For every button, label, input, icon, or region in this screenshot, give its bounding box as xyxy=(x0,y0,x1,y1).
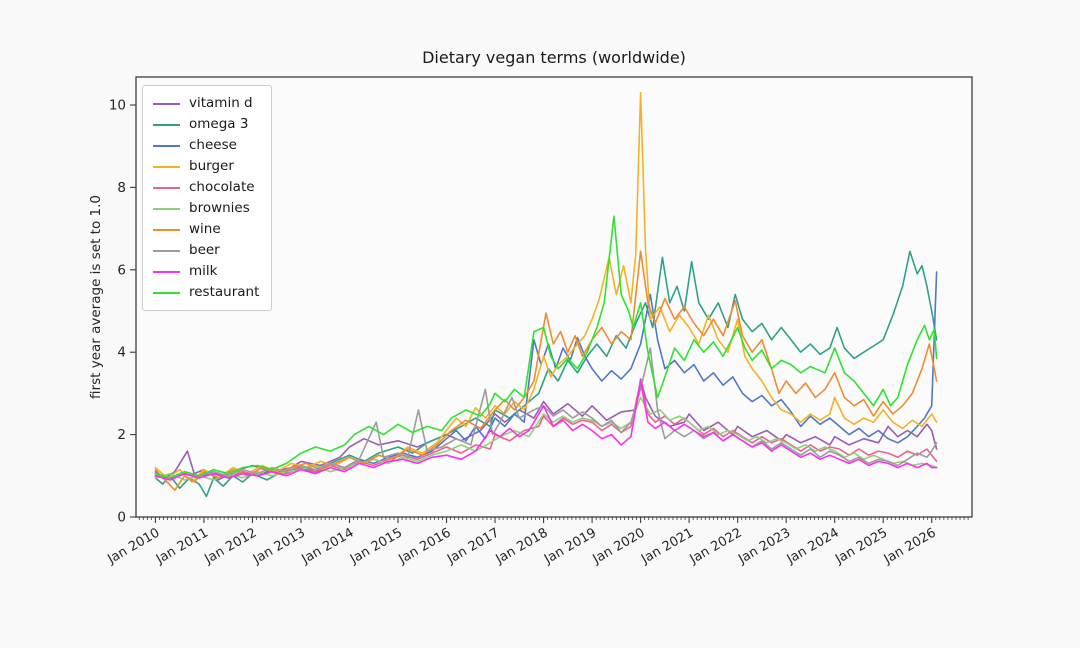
legend-line-swatch xyxy=(153,186,180,189)
line-beer xyxy=(154,347,938,479)
x-tick-label: Jan 2020 xyxy=(590,525,648,567)
x-tick-label: Jan 2022 xyxy=(687,525,745,567)
legend-label: vitamin d xyxy=(189,95,253,111)
legend-line-swatch xyxy=(153,249,180,252)
legend-item-burger: burger xyxy=(153,156,259,177)
x-tick-label: Jan 2011 xyxy=(153,525,211,567)
x-tick-label: Jan 2016 xyxy=(396,525,454,567)
legend-item-milk: milk xyxy=(153,261,259,282)
x-tick-label: Jan 2026 xyxy=(881,525,939,567)
y-axis: 0 2 4 6 8 10 xyxy=(109,98,136,526)
legend-label: cheese xyxy=(189,137,237,153)
chart-title: Dietary vegan terms (worldwide) xyxy=(422,48,686,67)
y-tick-label: 6 xyxy=(117,262,126,278)
legend-label: chocolate xyxy=(189,179,255,195)
legend-label: restaurant xyxy=(189,284,260,300)
x-tick-label: Jan 2023 xyxy=(735,525,793,567)
legend-line-swatch xyxy=(153,291,180,294)
line-restaurant xyxy=(154,215,938,479)
legend-label: burger xyxy=(189,158,234,174)
y-tick-label: 8 xyxy=(117,180,126,196)
x-tick-label: Jan 2019 xyxy=(541,525,599,567)
axes-background xyxy=(136,77,972,517)
legend-item-wine: wine xyxy=(153,219,259,240)
legend-item-cheese: cheese xyxy=(153,135,259,156)
axes-frame xyxy=(135,76,973,518)
x-tick-label: Jan 2017 xyxy=(444,525,502,567)
legend: vitamin d omega 3 cheese burger chocolate bro… xyxy=(142,85,273,311)
legend-line-swatch xyxy=(153,270,180,273)
line-vitamin-d xyxy=(154,378,938,481)
series-lines xyxy=(154,91,938,498)
x-tick-label: Jan 2010 xyxy=(104,525,162,567)
x-tick-label: Jan 2018 xyxy=(493,525,551,567)
legend-line-swatch xyxy=(153,207,180,210)
x-tick-label: Jan 2014 xyxy=(299,525,357,567)
legend-item-brownies: brownies xyxy=(153,198,259,219)
legend-item-omega-3: omega 3 xyxy=(153,114,259,135)
line-wine xyxy=(154,250,938,492)
legend-label: omega 3 xyxy=(189,116,249,132)
legend-line-swatch xyxy=(153,228,180,231)
legend-label: wine xyxy=(189,221,221,237)
y-tick-label: 0 xyxy=(117,510,126,526)
legend-label: beer xyxy=(189,242,220,258)
legend-item-chocolate: chocolate xyxy=(153,177,259,198)
legend-label: brownies xyxy=(189,200,250,216)
x-tick-label: Jan 2012 xyxy=(201,525,259,567)
x-tick-label: Jan 2024 xyxy=(784,525,842,567)
x-tick-label: Jan 2013 xyxy=(250,525,308,567)
legend-line-swatch xyxy=(153,144,180,147)
x-tick-label: Jan 2021 xyxy=(638,525,696,567)
legend-item-restaurant: restaurant xyxy=(153,282,259,303)
legend-item-vitamin-d: vitamin d xyxy=(153,93,259,114)
y-tick-label: 4 xyxy=(117,345,126,361)
x-tick-label: Jan 2025 xyxy=(832,525,890,567)
legend-line-swatch xyxy=(153,165,180,168)
line-milk xyxy=(154,380,938,481)
legend-label: milk xyxy=(189,263,218,279)
legend-line-swatch xyxy=(153,123,180,126)
legend-item-beer: beer xyxy=(153,240,259,261)
x-tick-label: Jan 2015 xyxy=(347,525,405,567)
legend-line-swatch xyxy=(153,102,180,105)
y-tick-label: 2 xyxy=(117,427,126,443)
y-tick-label: 10 xyxy=(109,98,126,114)
